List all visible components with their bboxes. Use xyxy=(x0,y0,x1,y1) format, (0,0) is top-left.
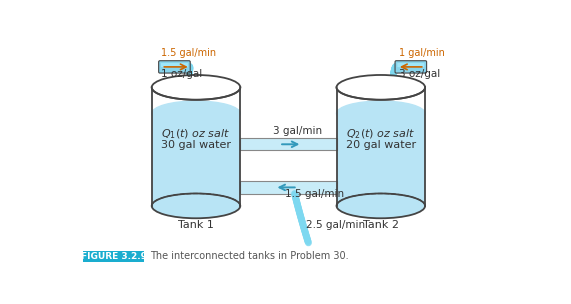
Text: 1.5 gal/min: 1.5 gal/min xyxy=(162,49,216,58)
Text: 30 gal water: 30 gal water xyxy=(161,140,231,150)
Ellipse shape xyxy=(152,101,240,126)
Text: 1 gal/min: 1 gal/min xyxy=(399,49,445,58)
Ellipse shape xyxy=(336,101,425,126)
Text: 1 oz/gal: 1 oz/gal xyxy=(162,69,203,79)
Bar xyxy=(336,113,425,206)
Text: $Q_2(t)$ oz salt: $Q_2(t)$ oz salt xyxy=(346,127,415,141)
Bar xyxy=(240,150,336,181)
Text: 2.5 gal/min: 2.5 gal/min xyxy=(306,220,365,230)
Text: $Q_1(t)$ oz salt: $Q_1(t)$ oz salt xyxy=(162,127,231,141)
Ellipse shape xyxy=(152,193,240,218)
Bar xyxy=(152,113,240,206)
Text: Tank 2: Tank 2 xyxy=(363,220,399,230)
Bar xyxy=(240,138,336,150)
FancyBboxPatch shape xyxy=(83,251,144,262)
Bar xyxy=(240,181,336,194)
Text: 3 gal/min: 3 gal/min xyxy=(273,126,322,136)
Text: 3 oz/gal: 3 oz/gal xyxy=(399,69,441,79)
Text: 20 gal water: 20 gal water xyxy=(345,140,416,150)
FancyBboxPatch shape xyxy=(161,63,188,67)
Ellipse shape xyxy=(336,193,425,218)
Text: 1.5 gal/min: 1.5 gal/min xyxy=(284,189,344,199)
Ellipse shape xyxy=(336,75,425,100)
Text: Tank 1: Tank 1 xyxy=(178,220,214,230)
FancyBboxPatch shape xyxy=(397,63,424,67)
Text: The interconnected tanks in Problem 30.: The interconnected tanks in Problem 30. xyxy=(150,251,348,261)
Ellipse shape xyxy=(152,75,240,100)
FancyBboxPatch shape xyxy=(395,61,427,73)
Text: FIGURE 3.2.9: FIGURE 3.2.9 xyxy=(81,252,147,261)
FancyBboxPatch shape xyxy=(159,61,190,73)
